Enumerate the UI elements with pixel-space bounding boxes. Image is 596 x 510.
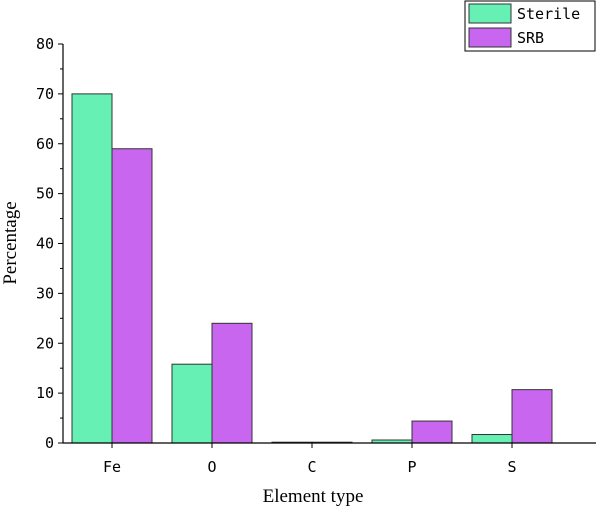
bar-srb-s: [511, 389, 553, 444]
bar-sterile-fe: [71, 93, 113, 444]
x-tick-label-c: C: [307, 458, 316, 476]
bars-group: [71, 93, 553, 444]
y-axis-title: Percentage: [0, 201, 21, 284]
bar-srb-o: [211, 322, 253, 444]
y-tick-label: 40: [36, 235, 54, 253]
x-tick-label-p: P: [407, 458, 416, 476]
y-tick-label: 60: [36, 135, 54, 153]
y-tick-label: 80: [36, 35, 54, 53]
bar-sterile-o: [171, 363, 213, 444]
y-tick-label: 70: [36, 85, 54, 103]
legend-swatch-sterile: [468, 3, 512, 24]
legend: Sterile SRB: [464, 0, 596, 52]
x-tick-label-s: S: [507, 458, 516, 476]
bar-srb-fe: [111, 148, 153, 444]
x-axis-title: Element type: [263, 486, 364, 507]
bar-sterile-s: [471, 434, 513, 444]
bar-srb-p: [411, 420, 453, 444]
y-tick-label: 0: [45, 434, 54, 452]
x-tick-label-o: O: [207, 458, 216, 476]
y-tick-label: 50: [36, 185, 54, 203]
axes-group: 0 10 20 30 40 50 60 70 80 Fe O C P S: [36, 35, 596, 476]
legend-label-sterile: Sterile: [517, 5, 580, 23]
x-tick-label-fe: Fe: [103, 458, 121, 476]
y-tick-label: 30: [36, 284, 54, 302]
y-tick-label: 10: [36, 384, 54, 402]
y-tick-label: 20: [36, 334, 54, 352]
legend-label-srb: SRB: [517, 29, 544, 47]
legend-swatch-srb: [468, 27, 512, 48]
